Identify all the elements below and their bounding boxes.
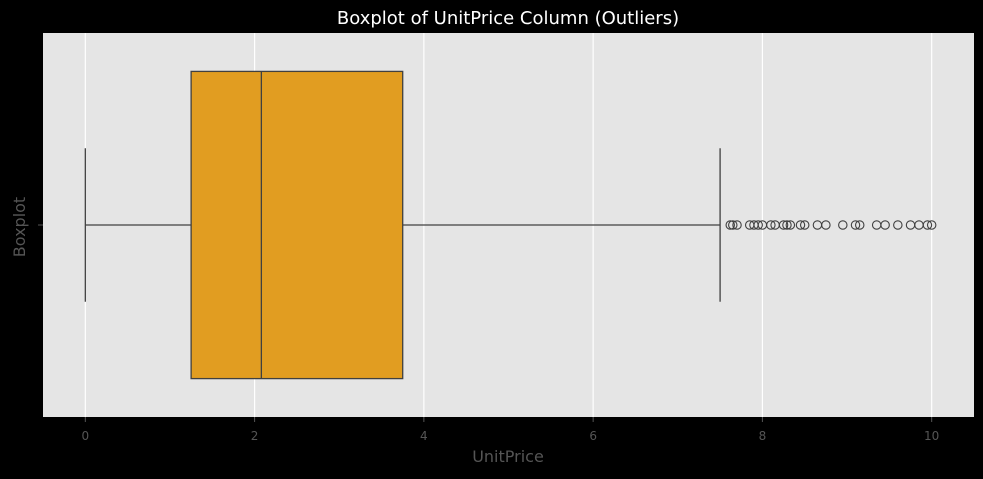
outlier-point bbox=[766, 220, 776, 230]
outlier-point bbox=[753, 220, 763, 230]
outlier-point bbox=[922, 220, 933, 230]
outlier-point bbox=[795, 220, 806, 230]
outlier-point bbox=[821, 220, 831, 230]
x-tick-label: 10 bbox=[924, 429, 939, 443]
outlier-point bbox=[854, 220, 865, 230]
x-tick-label: 4 bbox=[420, 429, 428, 443]
outlier-point bbox=[725, 220, 735, 230]
outlier-point bbox=[782, 220, 792, 230]
outlier-point bbox=[880, 220, 890, 230]
chart-title: Boxplot of UnitPrice Column (Outliers) bbox=[337, 8, 679, 29]
outliers-group bbox=[725, 220, 937, 230]
outlier-point bbox=[799, 220, 810, 230]
x-axis-label: UnitPrice bbox=[472, 447, 544, 466]
iqr-box bbox=[190, 70, 404, 380]
y-axis-label: Boxplot bbox=[10, 197, 29, 257]
outlier-point bbox=[778, 220, 789, 230]
box-group bbox=[84, 70, 721, 380]
outlier-point bbox=[785, 220, 796, 230]
x-ticks: 0 2 4 6 8 10 bbox=[81, 417, 939, 443]
outlier-point bbox=[838, 220, 848, 230]
x-tick-label: 8 bbox=[759, 429, 767, 443]
x-tick-label: 6 bbox=[589, 429, 597, 443]
outlier-point bbox=[850, 220, 861, 230]
x-tick-label: 2 bbox=[251, 429, 259, 443]
outlier-point bbox=[893, 220, 903, 230]
outlier-point bbox=[732, 220, 742, 230]
x-tick-label: 0 bbox=[81, 429, 89, 443]
outlier-point bbox=[728, 220, 738, 230]
outlier-point bbox=[926, 220, 937, 230]
